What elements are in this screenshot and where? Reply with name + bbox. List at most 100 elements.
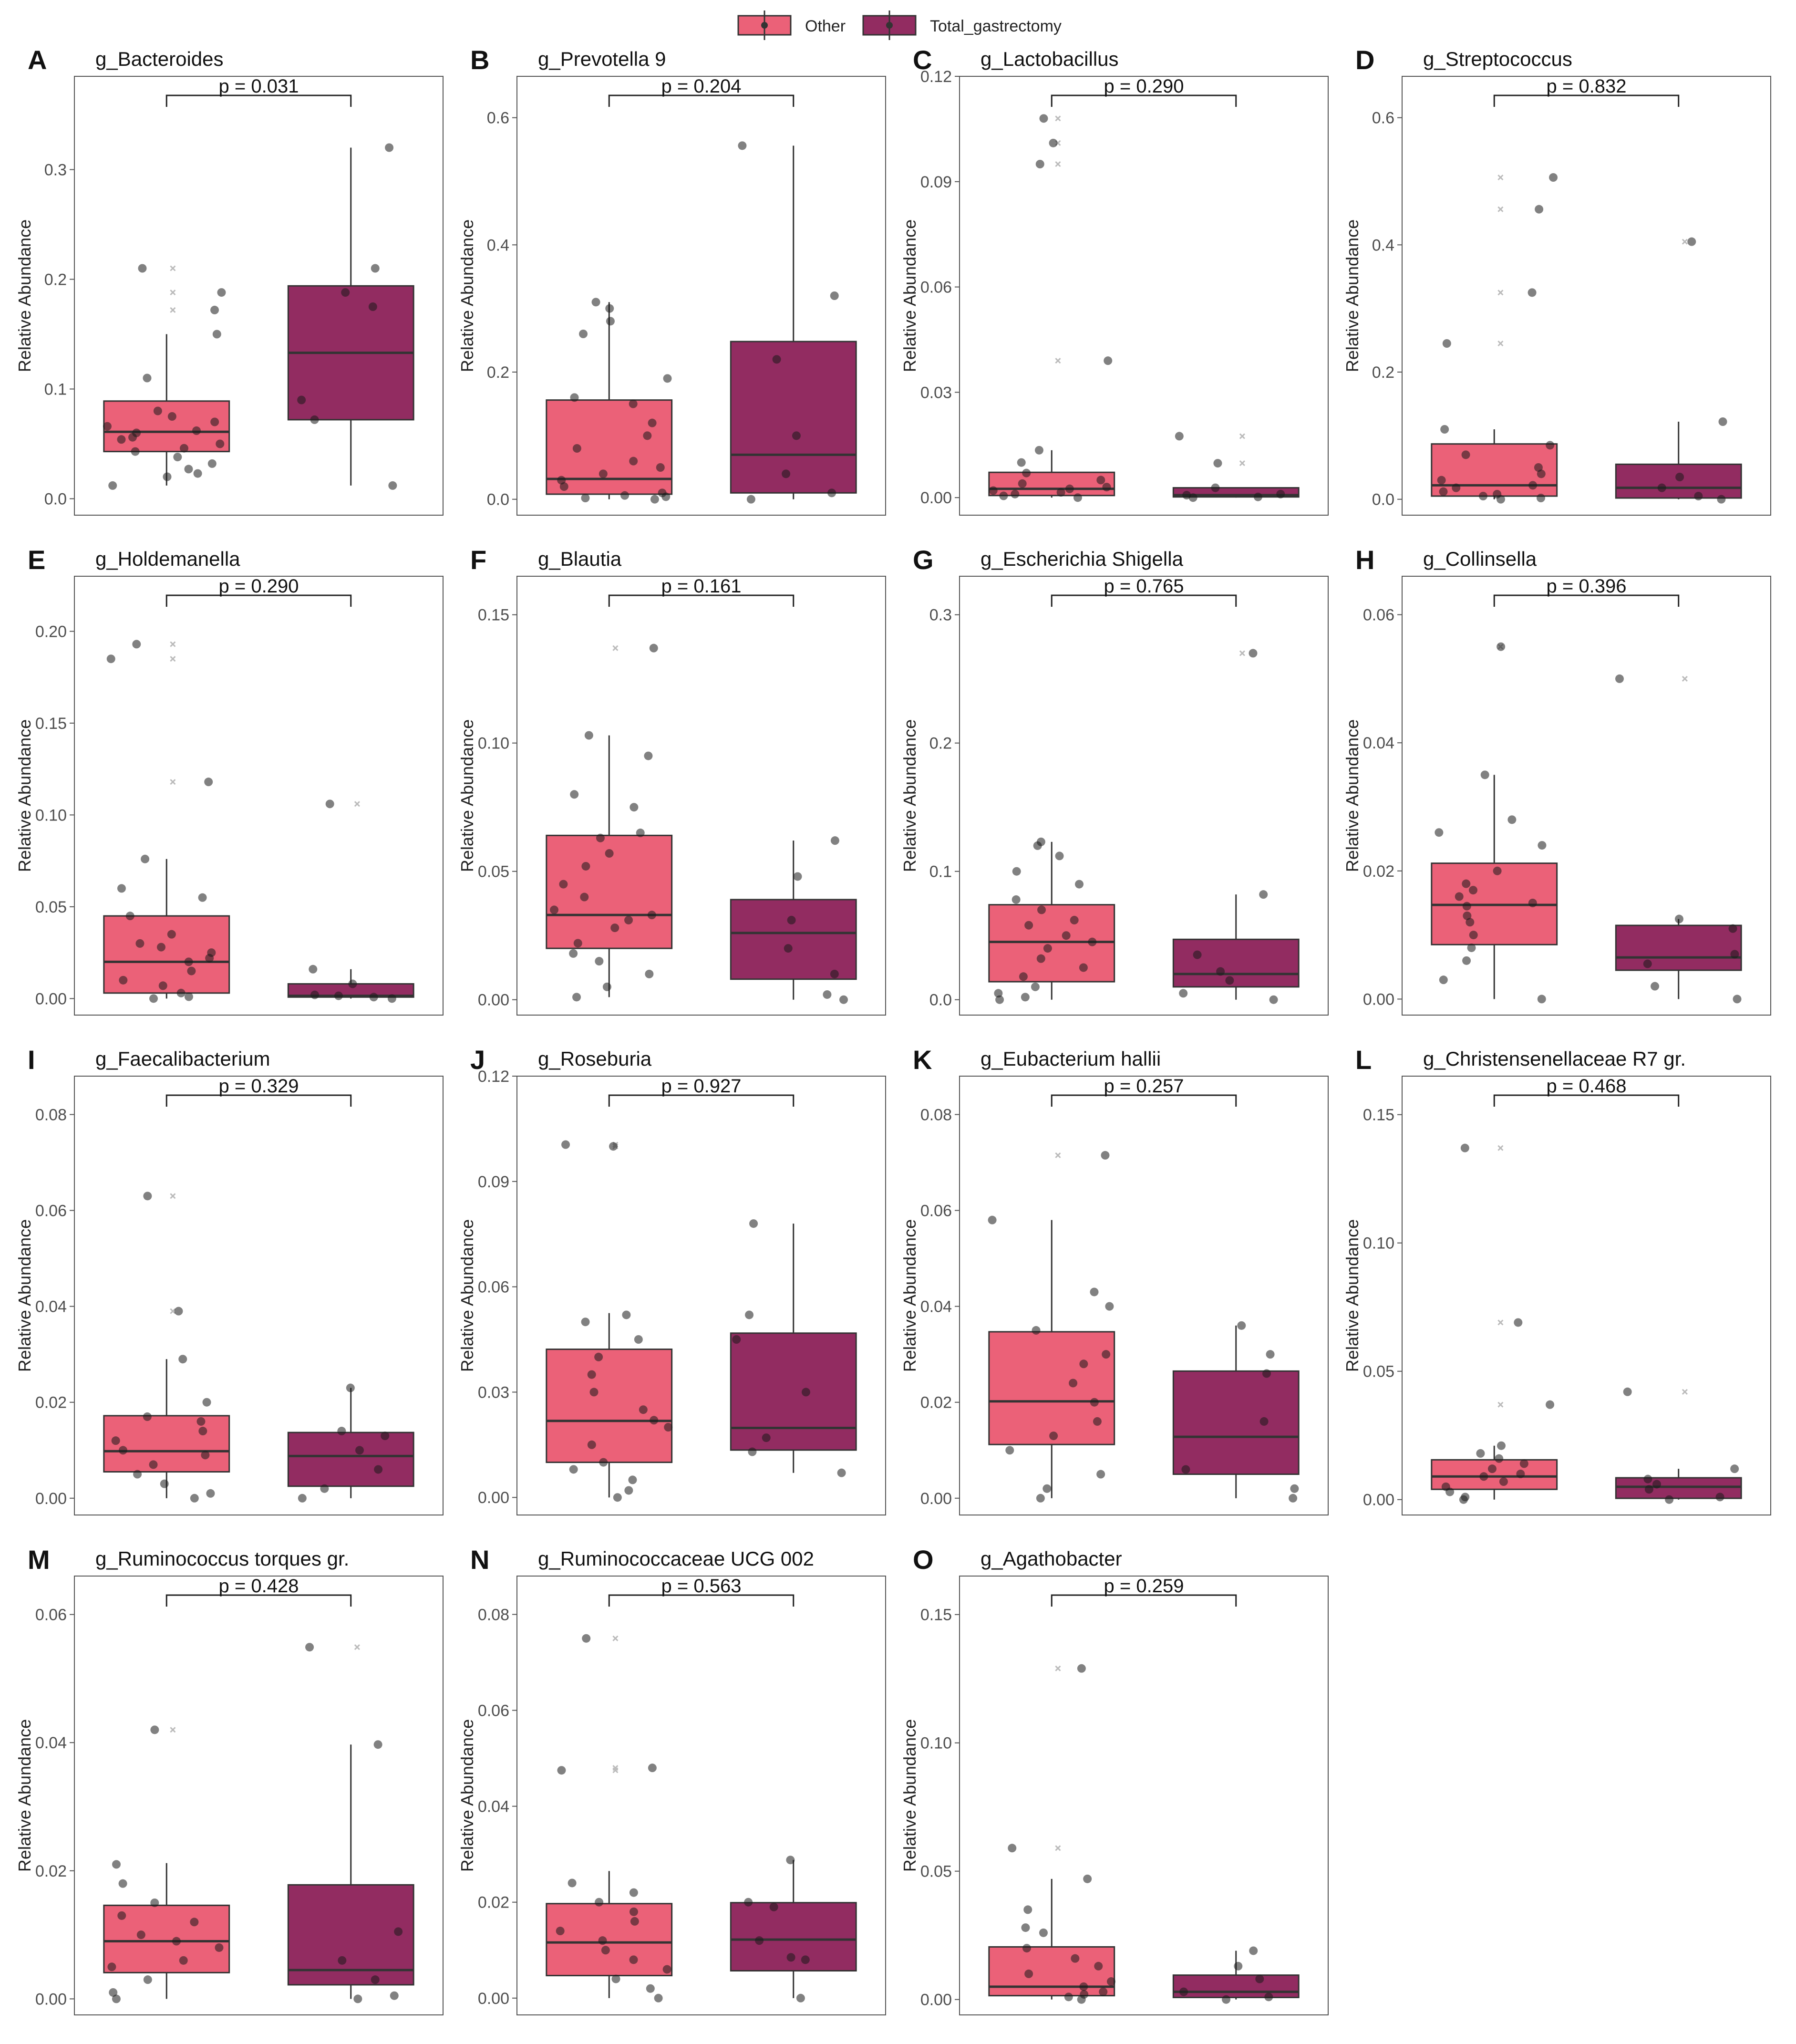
outlier-marker (354, 1644, 360, 1650)
data-point (744, 1898, 753, 1907)
outlier-marker (1239, 650, 1245, 656)
iqr-box (1172, 938, 1300, 988)
y-axis-label: Relative Abundance (15, 219, 34, 372)
data-point (594, 1352, 603, 1361)
data-point (610, 923, 619, 933)
data-point (184, 957, 193, 966)
data-point (786, 1953, 795, 1962)
outlier-marker (170, 641, 176, 647)
outlier-marker (612, 645, 619, 651)
data-point (556, 1927, 565, 1936)
data-point (581, 1318, 590, 1327)
data-point (1008, 1844, 1017, 1853)
p-value-label: p = 0.031 (219, 76, 299, 97)
data-point (374, 1465, 383, 1474)
data-point (1715, 1493, 1724, 1502)
data-point (320, 1484, 329, 1493)
outlier-marker (170, 307, 176, 313)
data-point (1437, 476, 1446, 485)
data-point (1487, 1464, 1497, 1473)
data-point (606, 317, 615, 326)
data-point (1093, 1417, 1102, 1426)
data-point (385, 143, 394, 152)
panel-title: g_Prevotella 9 (538, 48, 666, 70)
data-point (1651, 982, 1660, 991)
data-point (1665, 1495, 1674, 1504)
y-tick-label: 0.05 (920, 1863, 952, 1881)
y-axis-label: Relative Abundance (15, 1719, 34, 1872)
data-point (643, 431, 652, 440)
data-point (1534, 463, 1543, 472)
data-point (1730, 1464, 1739, 1473)
data-point (1017, 458, 1026, 467)
panel-letter: M (28, 1545, 50, 1575)
data-point (132, 640, 141, 649)
data-point (648, 1764, 657, 1773)
panel-letter: D (1355, 45, 1374, 75)
y-tick-label: 0.10 (35, 806, 67, 824)
outlier-marker (1497, 290, 1504, 296)
y-tick-label: 0.04 (35, 1298, 67, 1316)
data-point (1259, 1417, 1269, 1426)
data-point (573, 939, 582, 948)
data-point (117, 1911, 126, 1920)
data-point (297, 395, 306, 405)
data-point (1043, 1484, 1052, 1493)
box-total-gastrectomy (287, 1388, 414, 1498)
panel-letter: E (28, 545, 45, 575)
data-point (630, 803, 639, 812)
data-point (1497, 1441, 1506, 1450)
panel-title: g_Ruminococcus torques gr. (95, 1547, 349, 1570)
data-point (636, 829, 645, 838)
y-tick-label: 0.05 (1363, 1363, 1394, 1381)
data-point (179, 444, 188, 453)
data-point (1493, 866, 1502, 875)
data-point (1034, 446, 1043, 455)
data-point (355, 1446, 364, 1455)
data-point (801, 1955, 810, 1964)
data-point (654, 1993, 663, 2002)
data-point (1237, 1321, 1246, 1330)
data-point (387, 994, 396, 1003)
p-value-label: p = 0.161 (661, 576, 742, 597)
data-point (1462, 902, 1471, 911)
y-axis-label: Relative Abundance (1342, 719, 1362, 872)
panel-letter: K (913, 1045, 932, 1075)
data-point (572, 993, 581, 1002)
y-tick-label: 0.00 (1363, 1491, 1394, 1509)
data-point (1687, 237, 1696, 246)
data-point (1440, 425, 1449, 434)
outlier-marker (1497, 1145, 1504, 1151)
data-point (172, 1937, 181, 1946)
data-point (1535, 205, 1544, 214)
data-point (599, 469, 608, 478)
iqr-box (546, 1349, 673, 1463)
data-point (381, 1432, 390, 1441)
data-point (549, 905, 558, 914)
data-point (762, 1433, 771, 1442)
iqr-box (287, 1884, 414, 1986)
data-point (1674, 914, 1683, 923)
y-tick-label: 0.08 (35, 1106, 67, 1124)
data-point (192, 426, 201, 435)
y-tick-label: 0.05 (478, 863, 509, 881)
data-point (658, 488, 667, 498)
y-tick-label: 0.2 (929, 735, 952, 753)
y-tick-label: 0.2 (44, 271, 67, 289)
box-other (546, 302, 673, 499)
iqr-box (730, 341, 857, 494)
outlier-marker (1497, 1319, 1504, 1326)
data-point (1657, 483, 1666, 492)
y-tick-label: 0.10 (920, 1734, 952, 1753)
iqr-box (988, 471, 1115, 497)
data-point (1537, 995, 1546, 1004)
